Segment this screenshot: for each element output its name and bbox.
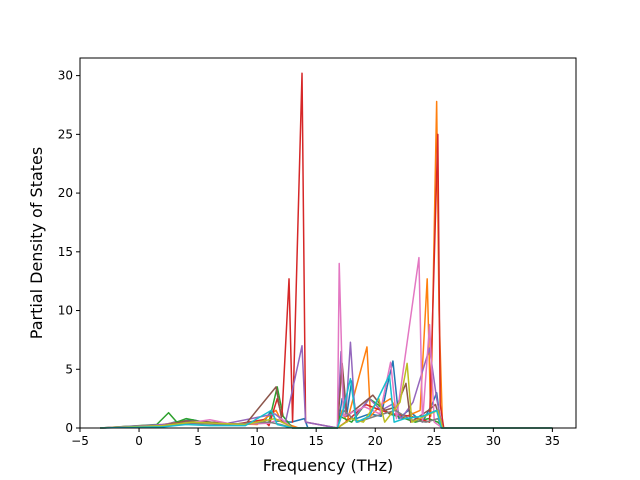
y-tick-label: 20	[58, 186, 73, 200]
x-tick-label: 10	[250, 434, 265, 448]
y-axis-ticks: 0 5 10 15 20 25 30	[58, 69, 80, 435]
x-axis-ticks: −5 0 5 10 15 20 25 30 35	[71, 428, 560, 448]
series-line-7	[100, 256, 553, 429]
plot-frame	[79, 57, 577, 429]
x-tick-label: 25	[427, 434, 442, 448]
y-tick-label: 10	[58, 304, 73, 318]
y-axis-label: Partial Density of States	[27, 147, 46, 339]
y-tick-label: 25	[58, 127, 73, 141]
x-tick-label: 0	[135, 434, 143, 448]
series-layer	[100, 72, 553, 429]
plot-background	[80, 58, 576, 428]
y-tick-label: 15	[58, 245, 73, 259]
x-tick-label: 15	[309, 434, 324, 448]
x-tick-label: 35	[545, 434, 560, 448]
x-tick-label: 30	[486, 434, 501, 448]
x-tick-label: 5	[194, 434, 202, 448]
series-line-10	[100, 374, 553, 429]
y-tick-label: 0	[65, 421, 73, 435]
y-tick-label: 30	[58, 69, 73, 83]
y-tick-label: 5	[65, 362, 73, 376]
series-line-9	[100, 362, 553, 429]
series-line-6	[100, 362, 553, 429]
x-tick-label: 20	[368, 434, 383, 448]
x-tick-label: −5	[71, 434, 89, 448]
x-axis-label: Frequency (THz)	[263, 456, 393, 475]
